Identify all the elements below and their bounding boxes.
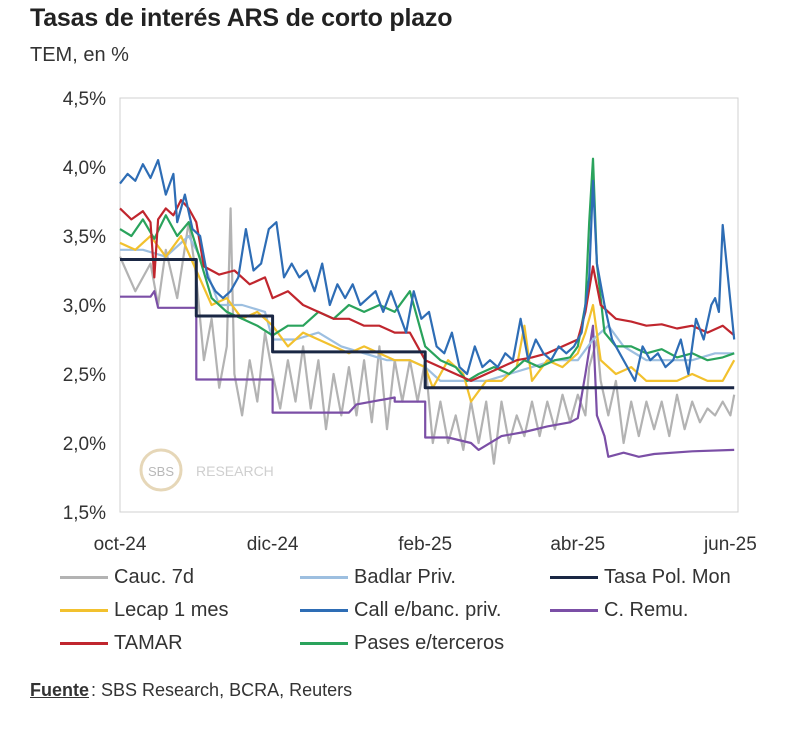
legend-item: Badlar Priv.: [300, 566, 456, 589]
line-chart: SBS RESEARCH 4,5% 4,0% 3,5% 3,0% 2,5% 2,0% 1,5…: [63, 89, 757, 555]
x-tick-label: feb-25: [398, 534, 452, 555]
legend-swatch: [60, 576, 108, 579]
x-tick-label: jun-25: [703, 534, 757, 555]
series-line-call-e-banc-priv: [119, 159, 736, 382]
series-line-lecap-1-mes: [119, 234, 736, 403]
legend-item: Tasa Pol. Mon: [550, 566, 731, 589]
legend-item: Lecap 1 mes: [60, 599, 229, 622]
legend-swatch: [60, 609, 108, 612]
y-tick-label: 4,5%: [63, 89, 106, 110]
y-tick-label: 2,5%: [63, 365, 106, 386]
legend-item: Call e/banc. priv.: [300, 599, 501, 622]
source-note: Fuente: SBS Research, BCRA, Reuters: [30, 680, 352, 701]
legend-label: TAMAR: [114, 632, 183, 654]
x-tick-label: oct-24: [94, 534, 147, 555]
x-axis-ticks: oct-24 dic-24 feb-25 abr-25 jun-25: [94, 534, 757, 555]
x-tick-label: abr-25: [550, 534, 605, 555]
legend-swatch: [300, 576, 348, 579]
legend-label: Tasa Pol. Mon: [604, 566, 731, 588]
chart-title: Tasas de interés ARS de corto plazo: [30, 4, 453, 32]
legend-item: TAMAR: [60, 632, 183, 655]
y-tick-label: 3,0%: [63, 296, 106, 317]
series-line-tasa-pol-mon: [120, 258, 735, 390]
series-line-c-remu: [120, 290, 735, 458]
watermark-logo-ring: [139, 448, 183, 492]
plot-area-frame: [119, 97, 739, 513]
source-label: Fuente: [30, 680, 90, 700]
watermark-logo-text: SBS: [148, 464, 174, 479]
legend-item: C. Remu.: [550, 599, 688, 622]
legend-swatch: [300, 609, 348, 612]
y-tick-label: 3,5%: [63, 227, 106, 248]
series-line-badlar-priv: [120, 234, 735, 382]
series-line-pases-e-terceros: [119, 157, 735, 382]
series-line-cauc-7d: [118, 207, 736, 465]
sbs-research-watermark: SBS RESEARCH: [139, 448, 274, 492]
source-text: : SBS Research, BCRA, Reuters: [91, 680, 353, 700]
legend-swatch: [550, 609, 598, 612]
legend-label: Cauc. 7d: [114, 566, 195, 588]
legend-swatch: [300, 642, 348, 645]
series-lines: [118, 157, 736, 465]
x-tick-label: dic-24: [247, 534, 299, 555]
y-axis-ticks: 4,5% 4,0% 3,5% 3,0% 2,5% 2,0% 1,5%: [63, 89, 106, 524]
legend-swatch: [60, 642, 108, 645]
legend-item: Cauc. 7d: [60, 566, 194, 589]
legend-label: Pases e/terceros: [354, 632, 505, 654]
watermark-text: RESEARCH: [196, 463, 274, 479]
y-tick-label: 1,5%: [63, 503, 106, 524]
chart-subtitle: TEM, en %: [30, 44, 129, 66]
legend-label: C. Remu.: [604, 599, 689, 621]
legend-label: Call e/banc. priv.: [354, 599, 502, 621]
y-tick-label: 4,0%: [63, 158, 106, 179]
legend-label: Lecap 1 mes: [114, 599, 229, 621]
series-line-tamar: [119, 199, 735, 382]
legend-swatch: [550, 576, 598, 579]
y-tick-label: 2,0%: [63, 434, 106, 455]
legend-item: Pases e/terceros: [300, 632, 504, 655]
legend-label: Badlar Priv.: [354, 566, 456, 588]
